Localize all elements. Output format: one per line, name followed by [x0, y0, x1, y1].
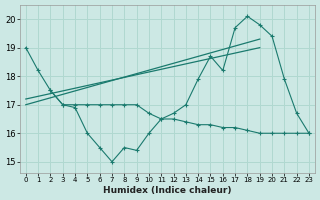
X-axis label: Humidex (Indice chaleur): Humidex (Indice chaleur) [103, 186, 232, 195]
